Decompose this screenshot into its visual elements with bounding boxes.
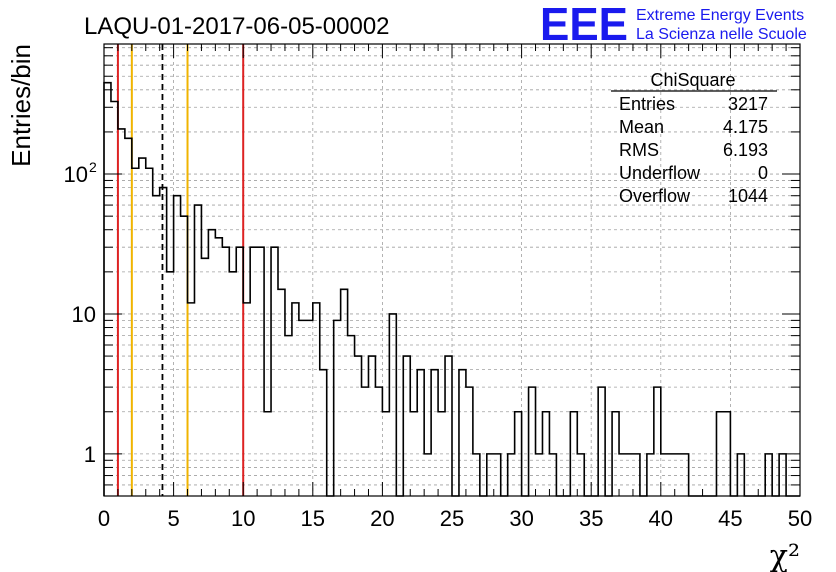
x-tick-label: 5 — [167, 506, 179, 531]
histogram-outline — [103, 81, 800, 497]
chart-title: LAQU-01-2017-06-05-00002 — [84, 13, 390, 40]
x-tick-label: 30 — [509, 506, 533, 531]
stats-value: 6.193 — [723, 140, 768, 160]
x-tick-label: 25 — [440, 506, 464, 531]
x-tick-label: 50 — [788, 506, 812, 531]
plot-frame — [103, 43, 801, 497]
x-tick-label: 10 — [231, 506, 255, 531]
logo-line-1: Extreme Energy Events — [636, 7, 804, 24]
stats-label: Mean — [619, 117, 664, 137]
y-tick-label-exponent: 2 — [89, 159, 97, 175]
x-tick-label: 45 — [718, 506, 742, 531]
x-tick-label: 20 — [370, 506, 394, 531]
stats-rows: Entries 3217 Mean 4.175 RMS 6.193 Underflow 0 Ov… — [619, 94, 768, 206]
y-tick-label: 1 — [84, 442, 96, 467]
x-tick-label: 0 — [98, 506, 110, 531]
stats-label: RMS — [619, 140, 659, 160]
x-tick-label: 35 — [579, 506, 603, 531]
stats-box-title: ChiSquare — [650, 70, 735, 90]
x-axis-label: χ² — [770, 539, 800, 572]
stats-label: Entries — [619, 94, 675, 114]
y-axis-label: Entries/bin — [6, 44, 36, 167]
stats-label: Overflow — [619, 186, 691, 206]
logo-line-2: La Scienza nelle Scuole — [636, 26, 807, 43]
stats-value: 4.175 — [723, 117, 768, 137]
stats-value: 0 — [758, 163, 768, 183]
x-tick-label: 40 — [649, 506, 673, 531]
y-tick-label: 10 — [64, 162, 88, 187]
stats-box: ChiSquare Entries 3217 Mean 4.175 RMS 6.193 Un… — [611, 70, 777, 206]
stats-value: 1044 — [728, 186, 768, 206]
histogram — [103, 81, 800, 497]
stats-value: 3217 — [728, 94, 768, 114]
stats-label: Underflow — [619, 163, 701, 183]
y-tick-label: 10 — [72, 302, 96, 327]
threshold-lines — [116, 44, 245, 496]
x-tick-label: 15 — [301, 506, 325, 531]
eee-logo-mark: EEE — [540, 0, 628, 50]
